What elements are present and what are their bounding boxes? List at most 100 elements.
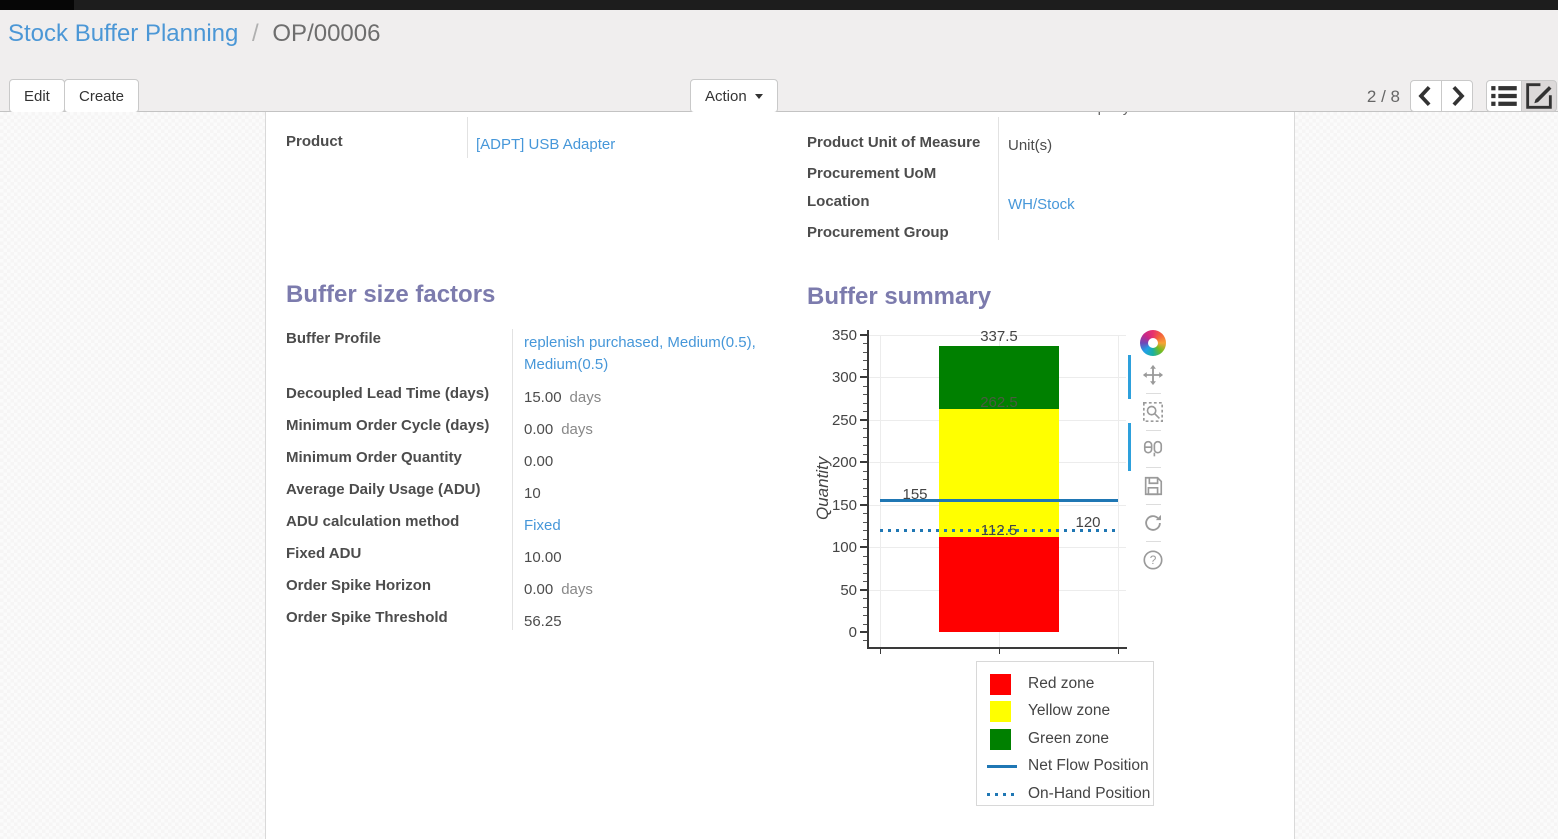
help-icon[interactable]: ? — [1140, 547, 1166, 573]
list-view-button[interactable] — [1486, 80, 1522, 112]
refresh-icon[interactable] — [1140, 510, 1166, 536]
left-group-separator — [467, 117, 468, 158]
y-minor-tick — [863, 445, 867, 447]
y-minor-tick — [863, 394, 867, 396]
y-tick — [860, 376, 867, 379]
form-sheet: Company Product [ADPT] USB Adapter Produc… — [265, 112, 1295, 839]
legend-label: On-Hand Position — [1028, 785, 1151, 802]
y-minor-tick — [863, 581, 867, 583]
field-value: 0.00 days — [524, 581, 593, 598]
field-label: Minimum Order Quantity — [286, 449, 462, 466]
y-minor-tick — [863, 360, 867, 362]
legend-item-red-zone[interactable]: Red zone — [987, 672, 1094, 696]
y-tick-label: 100 — [831, 539, 857, 557]
chevron-down-icon — [754, 93, 763, 99]
content-background: Company Product [ADPT] USB Adapter Produc… — [0, 112, 1558, 839]
box-zoom-icon[interactable] — [1140, 399, 1166, 425]
view-switcher — [1486, 80, 1557, 112]
y-minor-tick — [863, 479, 867, 481]
on-hand-position-line — [880, 528, 1118, 532]
breadcrumb: Stock Buffer Planning / OP/00006 — [8, 20, 380, 48]
swatch — [987, 764, 1017, 768]
legend-item-on-hand-position[interactable]: On-Hand Position — [987, 782, 1150, 806]
action-dropdown-button[interactable]: Action — [690, 79, 778, 113]
field-label: Location — [807, 193, 870, 210]
swatch — [990, 700, 1011, 722]
y-minor-tick — [863, 368, 867, 370]
y-minor-tick — [863, 623, 867, 625]
field-value: 15.00 days — [524, 389, 602, 406]
svg-text:?: ? — [1150, 553, 1157, 567]
edit-button[interactable]: Edit — [9, 79, 65, 113]
y-tick — [860, 631, 867, 633]
field-value-link[interactable]: replenish purchased, Medium(0.5), Medium… — [524, 334, 756, 373]
chart-modebar: ? — [1135, 327, 1171, 576]
y-tick — [860, 546, 867, 549]
y-minor-tick — [863, 385, 867, 387]
green-zone-bar — [939, 345, 1059, 410]
edit-form-icon — [1526, 83, 1552, 109]
clipped-row-fragment: Company — [1008, 112, 1228, 118]
pan-icon[interactable] — [1140, 362, 1166, 388]
x-tick — [1118, 649, 1119, 654]
y-minor-tick — [863, 598, 867, 600]
y-minor-tick — [863, 513, 867, 515]
field-value: 10.00 — [524, 549, 562, 566]
save-icon[interactable] — [1140, 473, 1166, 499]
square-swatch-icon — [987, 728, 1021, 750]
legend-item-green-zone[interactable]: Green zone — [987, 727, 1109, 751]
field-label: Fixed ADU — [286, 545, 362, 562]
field-value-link[interactable]: Fixed — [524, 517, 561, 534]
plotly-logo-icon[interactable] — [1140, 330, 1166, 356]
field-label: ADU calculation method — [286, 513, 460, 530]
field-label: Procurement Group — [807, 224, 949, 241]
y-tick-label: 50 — [840, 581, 857, 599]
yellow-zone-bar — [939, 409, 1059, 537]
y-tick — [860, 334, 867, 336]
modebar-accent-bar — [1128, 423, 1131, 471]
legend-label: Yellow zone — [1028, 702, 1111, 719]
y-minor-tick — [863, 343, 867, 345]
square-swatch-icon — [987, 673, 1021, 695]
square-swatch-icon — [987, 700, 1021, 722]
create-button[interactable]: Create — [64, 79, 140, 113]
chart-legend: Red zone Yellow zone Green zone Net Flow Po… — [976, 661, 1154, 806]
dots-swatch-icon — [987, 792, 1021, 796]
chevron-right-icon — [1452, 85, 1465, 107]
field-value: Unit(s) — [1008, 137, 1053, 154]
field-value-link[interactable]: [ADPT] USB Adapter — [476, 136, 616, 153]
field-label: Minimum Order Cycle (days) — [286, 417, 490, 434]
modebar-accent-bar — [1128, 355, 1131, 399]
legend-item-net-flow-position[interactable]: Net Flow Position — [987, 754, 1149, 778]
y-minor-tick — [863, 530, 867, 532]
field-label: Decoupled Lead Time (days) — [286, 385, 490, 402]
field-value-link[interactable]: WH/Stock — [1008, 196, 1075, 213]
y-minor-tick — [863, 521, 867, 523]
y-tick-label: 300 — [831, 369, 857, 387]
prev-record-button[interactable] — [1410, 80, 1442, 112]
y-minor-tick — [863, 538, 867, 540]
browser-topbar — [0, 0, 1558, 10]
action-label: Action — [705, 87, 747, 105]
y-tick-label: 250 — [831, 411, 857, 429]
y-minor-tick — [863, 428, 867, 430]
chart-annotation: 337.5 — [980, 327, 1018, 345]
y-minor-tick — [863, 572, 867, 574]
buffer-summary-chart: Quantity — [811, 325, 1186, 670]
field-label: Order Spike Threshold — [286, 609, 448, 626]
swatch — [990, 673, 1011, 695]
pager[interactable]: 2 / 8 — [1366, 87, 1400, 106]
breadcrumb-parent-link[interactable]: Stock Buffer Planning — [8, 20, 239, 47]
browser-topbar-segment — [0, 0, 74, 10]
form-view-button[interactable] — [1521, 80, 1557, 112]
legend-item-yellow-zone[interactable]: Yellow zone — [987, 699, 1110, 723]
y-minor-tick — [863, 555, 867, 557]
chart-annotation: 155 — [902, 486, 928, 504]
control-panel: Stock Buffer Planning / OP/00006 Edit Cr… — [0, 10, 1558, 113]
hover-compare-icon[interactable] — [1140, 436, 1166, 462]
field-value: 0.00 days — [524, 421, 593, 438]
y-minor-tick — [863, 640, 867, 642]
field-value: 0.00 — [524, 453, 554, 470]
breadcrumb-separator: / — [252, 20, 259, 47]
next-record-button[interactable] — [1441, 80, 1473, 112]
